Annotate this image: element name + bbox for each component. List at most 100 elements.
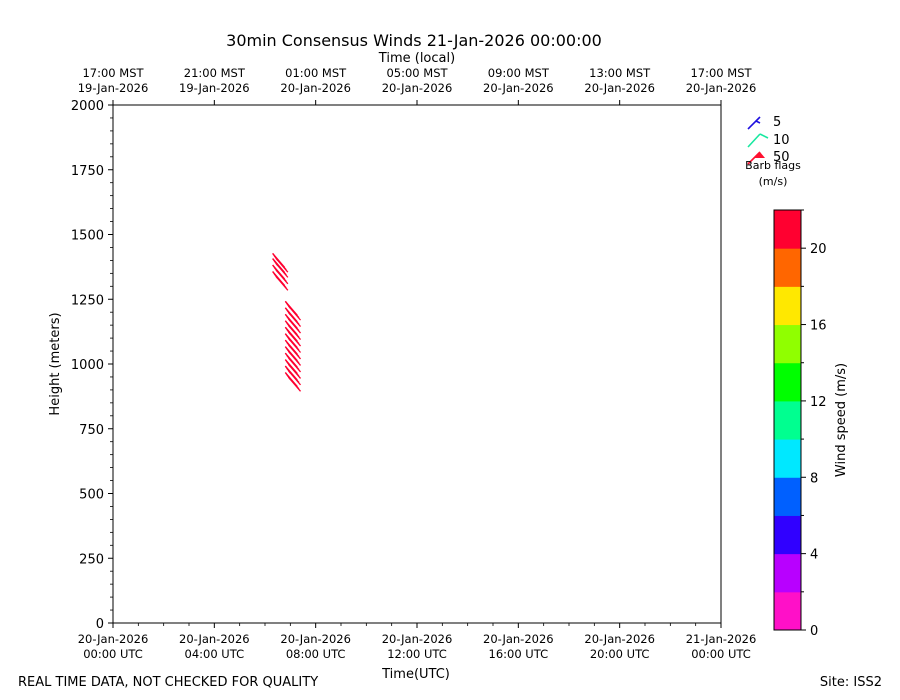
colorbar-tick-label-20: 20 [810, 242, 827, 257]
barb-feather [288, 331, 302, 347]
x-tick-date: 20-Jan-2026 [78, 632, 149, 646]
colorbar-frame [773, 209, 802, 631]
x-tick-local-time: 05:00 MST [386, 66, 448, 80]
wind-barbs [272, 252, 302, 392]
colorbar-segment [774, 210, 801, 249]
y-tick-label-2000: 2000 [71, 99, 104, 114]
barb-feather [288, 363, 302, 379]
x-tick-local-time: 09:00 MST [488, 66, 550, 80]
barb-feather [275, 275, 289, 291]
x-tick-local-time: 01:00 MST [285, 66, 347, 80]
colorbar-segment [774, 439, 801, 478]
barb-feather [288, 376, 302, 392]
colorbar-segment [774, 324, 801, 364]
colorbar-tick-label-16: 16 [810, 319, 827, 334]
x-tick-local-date: 20-Jan-2026 [483, 81, 554, 95]
x-tick-local-time: 13:00 MST [589, 66, 651, 80]
wind-barb [284, 313, 302, 334]
barb-feather [288, 325, 302, 340]
chart-title: 30min Consensus Winds 21-Jan-2026 00:00:… [226, 31, 602, 50]
x-tick-date: 20-Jan-2026 [280, 632, 351, 646]
wind-barb [284, 307, 302, 328]
colorbar: 0 4 8 12 16 20 [773, 209, 827, 639]
x-tick-date: 20-Jan-2026 [382, 632, 453, 646]
quality-disclaimer: REAL TIME DATA, NOT CHECKED FOR QUALITY [18, 675, 318, 690]
x-tick-time: 08:00 UTC [286, 647, 346, 661]
wind-barb [284, 326, 302, 347]
wind-barb [284, 372, 302, 392]
colorbar-segment [774, 400, 801, 440]
x-axis-label: Time(UTC) [381, 667, 450, 682]
colorbar-segment [774, 248, 801, 287]
x-tick-local-date: 19-Jan-2026 [179, 81, 250, 95]
colorbar-label: Wind speed (m/s) [834, 363, 849, 477]
x-tick-time: 12:00 UTC [387, 647, 447, 661]
x-tick-local-date: 19-Jan-2026 [78, 81, 149, 95]
colorbar-segment [774, 515, 801, 555]
x-tick-time: 20:00 UTC [590, 647, 650, 661]
barb-flags-legend: 5 10 50 Barb flags (m/s) [745, 115, 801, 188]
x-tick-local-date: 20-Jan-2026 [280, 81, 351, 95]
site-label: Site: ISS2 [820, 675, 882, 690]
y-tick-label-750: 750 [79, 423, 104, 438]
x-tick-local-time: 17:00 MST [82, 66, 144, 80]
barb-feather [275, 269, 289, 285]
plot-frame [112, 104, 722, 624]
colorbar-segment [774, 591, 801, 631]
barb-legend-50-label: 50 [773, 150, 790, 165]
top-axis-title: Time (local) [378, 51, 455, 66]
wind-barb [284, 346, 302, 366]
x-tick-local-time: 17:00 MST [690, 66, 752, 80]
wind-barb [284, 339, 302, 360]
x-tick-time: 16:00 UTC [489, 647, 549, 661]
wind-barb [284, 365, 302, 386]
wind-barb [284, 359, 302, 379]
barb-feather [288, 344, 302, 360]
wind-barb [272, 258, 289, 278]
x-tick-time: 04:00 UTC [185, 647, 245, 661]
barb-feather [275, 262, 289, 278]
wind-barb [284, 333, 302, 353]
barb-legend-caption: Barb flags [745, 159, 801, 172]
colorbar-segment [774, 553, 801, 593]
barb-legend-units: (m/s) [759, 175, 788, 188]
colorbar-tick-label-8: 8 [810, 471, 818, 486]
wind-barb [272, 264, 289, 285]
barb-feather [288, 318, 302, 334]
x-tick-date: 21-Jan-2026 [686, 632, 757, 646]
barb-feather [288, 312, 302, 328]
barb-legend-10-icon [747, 133, 769, 148]
y-tick-label-0: 0 [96, 617, 104, 632]
y-tick-label-1000: 1000 [71, 358, 104, 373]
barb-legend-10-label: 10 [773, 133, 790, 148]
barb-legend-50-icon [747, 151, 765, 165]
wind-barb [284, 300, 302, 321]
x-tick-local-time: 21:00 MST [184, 66, 246, 80]
y-axis-label: Height (meters) [48, 312, 63, 415]
x-tick-local-date: 20-Jan-2026 [382, 81, 453, 95]
wind-barb [284, 352, 302, 373]
wind-barb [284, 320, 302, 340]
barb-feather [288, 351, 302, 366]
x-tick-local-date: 20-Jan-2026 [584, 81, 655, 95]
wind-barb [272, 271, 289, 291]
colorbar-tick-label-4: 4 [810, 548, 818, 563]
colorbar-tick-label-0: 0 [810, 624, 818, 639]
barb-legend-5-icon [747, 116, 761, 130]
barb-feather [288, 357, 302, 373]
y-tick-label-1500: 1500 [71, 229, 104, 244]
x-tick-local-date: 20-Jan-2026 [686, 81, 757, 95]
x-tick-date: 20-Jan-2026 [483, 632, 554, 646]
colorbar-segment [774, 286, 801, 326]
barb-feather [288, 305, 302, 321]
barb-feather [288, 370, 302, 386]
y-tick-label-500: 500 [79, 488, 104, 503]
colorbar-tick-label-12: 12 [810, 395, 827, 410]
x-tick-date: 20-Jan-2026 [179, 632, 250, 646]
y-tick-label-1750: 1750 [71, 164, 104, 179]
y-tick-label-1250: 1250 [71, 293, 104, 308]
x-tick-time: 00:00 UTC [691, 647, 751, 661]
axis-ticks: 0 250 500 750 1000 1250 1500 1750 2000 20-Jan-202… [71, 66, 756, 661]
barb-feather [288, 338, 302, 353]
